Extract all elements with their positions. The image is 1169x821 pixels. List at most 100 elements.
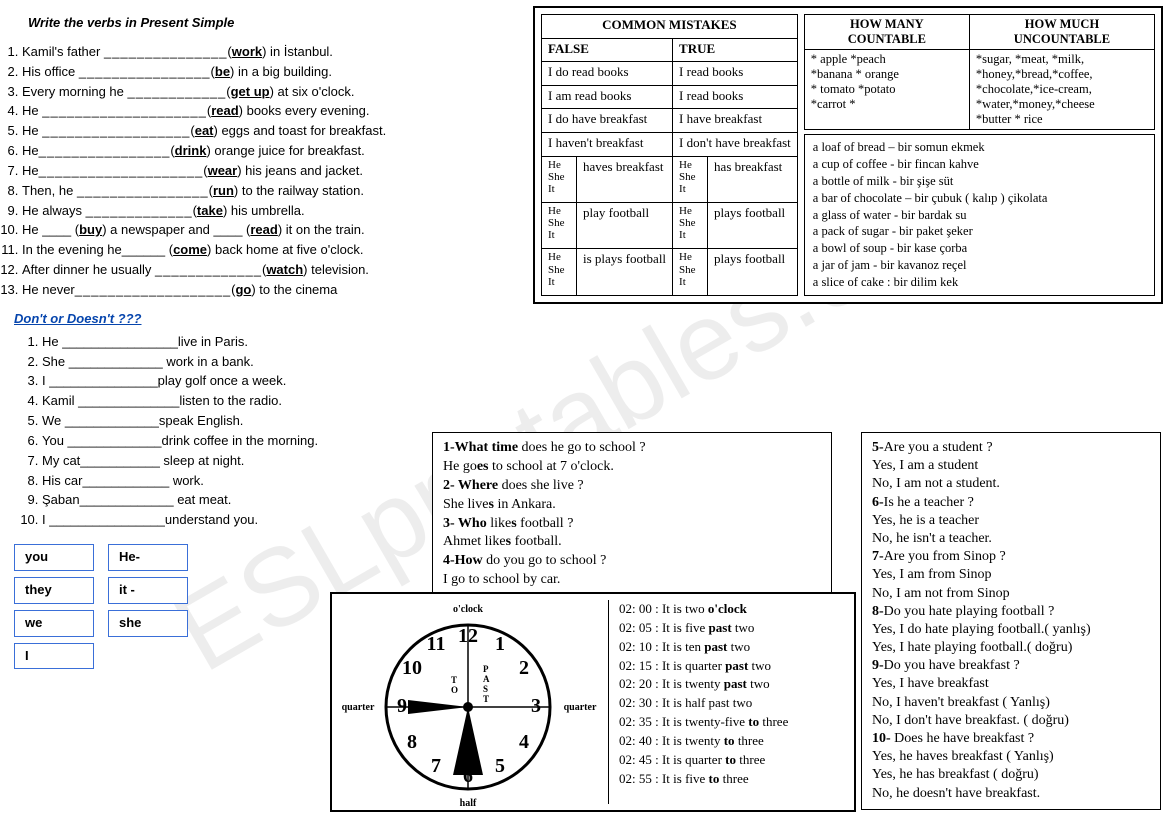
exercise-1-item: He always _____________(take) his umbrel… <box>22 202 514 221</box>
time-list: 02: 00 : It is two o'clock02: 05 : It is… <box>608 600 848 804</box>
time-line: 02: 45 : It is quarter to three <box>619 751 848 770</box>
phrase-line: a bar of chocolate – bir çubuk ( kalıp )… <box>813 190 1146 207</box>
svg-text:2: 2 <box>519 657 529 679</box>
clock-label-right: quarter <box>564 702 597 713</box>
exercise-2-item: He ________________live in Paris. <box>42 333 514 352</box>
mistakes-true-header: TRUE <box>673 38 798 62</box>
uncountable-header: HOW MUCH UNCOUNTABLE <box>969 15 1154 50</box>
exercise-1-item: His office ________________(be) in a big… <box>22 63 514 82</box>
qa-line: Ahmet likes football. <box>443 533 821 552</box>
svg-text:7: 7 <box>431 755 441 777</box>
qa-line: No, I am not from Sinop <box>872 585 1150 603</box>
exercise-1-item: He ____________________(read) books ever… <box>22 102 514 121</box>
table-row: I do have breakfastI have breakfast <box>542 109 798 133</box>
pronoun-box: I <box>14 643 94 670</box>
qa-line: No, I am not a student. <box>872 475 1150 493</box>
qa-line: She lives in Ankara. <box>443 496 821 515</box>
svg-text:1: 1 <box>495 633 505 655</box>
table-row: HeSheItplay footballHeSheItplays footbal… <box>542 203 798 249</box>
pronoun-box: they <box>14 577 94 604</box>
clock-box: o'clock quarter quarter half 1212 345 67… <box>330 592 856 812</box>
svg-text:T: T <box>483 694 489 704</box>
qa-line: Yes, he has breakfast ( doğru) <box>872 766 1150 784</box>
qa-line: Yes, he is a teacher <box>872 512 1150 530</box>
clock-label-past: P <box>483 664 489 674</box>
qa-line: No, he doesn't have breakfast. <box>872 785 1150 803</box>
svg-text:3: 3 <box>531 695 541 717</box>
svg-text:O: O <box>451 685 458 695</box>
mistakes-title: COMMON MISTAKES <box>542 15 798 39</box>
qa-box-1: 1-What time does he go to school ?He goe… <box>432 432 832 597</box>
exercise-1-item: Kamil's father _______________(work) in … <box>22 43 514 62</box>
worksheet-title: Write the verbs in Present Simple <box>28 14 514 33</box>
pronoun-box: we <box>14 610 94 637</box>
qa-line: Yes, he haves breakfast ( Yanlış) <box>872 748 1150 766</box>
phrase-line: a bottle of milk - bir şişe süt <box>813 173 1146 190</box>
countable-header: HOW MANY COUNTABLE <box>804 15 969 50</box>
phrase-line: a cup of coffee - bir fincan kahve <box>813 156 1146 173</box>
clock-label-left: quarter <box>342 702 375 713</box>
qa-line: No, I don't have breakfast. ( doğru) <box>872 712 1150 730</box>
qa-line: 10- Does he have breakfast ? <box>872 730 1150 748</box>
time-line: 02: 05 : It is five past two <box>619 619 848 638</box>
clock-label-bottom: half <box>460 798 477 809</box>
qa-line: 3- Who likes football ? <box>443 515 821 534</box>
svg-text:S: S <box>483 684 488 694</box>
qa-line: I go to school by car. <box>443 571 821 590</box>
table-row: I haven't breakfastI don't have breakfas… <box>542 132 798 156</box>
qa-line: No, I haven't breakfast ( Yanlış) <box>872 694 1150 712</box>
exercise-2-item: We _____________speak English. <box>42 412 514 431</box>
exercise-1-item: In the evening he______ (come) back home… <box>22 241 514 260</box>
pronoun-box: it - <box>108 577 188 604</box>
pronoun-box: you <box>14 544 94 571</box>
svg-text:9: 9 <box>397 695 407 717</box>
phrase-line: a bowl of soup - bir kase çorba <box>813 240 1146 257</box>
time-line: 02: 35 : It is twenty-five to three <box>619 713 848 732</box>
qa-line: 8-Do you hate playing football ? <box>872 603 1150 621</box>
qa-line: 2- Where does she live ? <box>443 477 821 496</box>
clock-label-to: T <box>451 675 457 685</box>
qa-line: 4-How do you go to school ? <box>443 552 821 571</box>
clock-label-top: o'clock <box>453 604 483 615</box>
time-line: 02: 30 : It is half past two <box>619 694 848 713</box>
table-row: I do read booksI read books <box>542 62 798 86</box>
uncountable-cell: *sugar, *meat, *milk, *honey,*bread,*cof… <box>969 50 1154 130</box>
time-line: 02: 20 : It is twenty past two <box>619 675 848 694</box>
svg-text:4: 4 <box>519 731 529 753</box>
clock-diagram: o'clock quarter quarter half 1212 345 67… <box>338 600 598 804</box>
time-line: 02: 15 : It is quarter past two <box>619 657 848 676</box>
subheading-dont-doesnt: Don't or Doesn't ??? <box>14 310 514 329</box>
exercise-2-item: She _____________ work in a bank. <box>42 353 514 372</box>
exercise-1-item: He________________(drink) orange juice f… <box>22 142 514 161</box>
exercise-2-item: Kamil ______________listen to the radio. <box>42 392 514 411</box>
qa-box-2: 5-Are you a student ?Yes, I am a student… <box>861 432 1161 810</box>
reference-box: COMMON MISTAKES FALSETRUE I do read book… <box>533 6 1163 304</box>
qa-line: 6-Is he a teacher ? <box>872 494 1150 512</box>
phrase-line: a jar of jam - bir kavanoz reçel <box>813 257 1146 274</box>
exercise-1-item: After dinner he usually _____________(wa… <box>22 261 514 280</box>
phrase-line: a loaf of bread – bir somun ekmek <box>813 139 1146 156</box>
svg-text:11: 11 <box>427 633 446 655</box>
exercise-1-item: He____________________(wear) his jeans a… <box>22 162 514 181</box>
qa-line: Yes, I have breakfast <box>872 675 1150 693</box>
exercise-1-item: He ____ (buy) a newspaper and ____ (read… <box>22 221 514 240</box>
qa-line: Yes, I do hate playing football.( yanlış… <box>872 621 1150 639</box>
phrases-box: a loaf of bread – bir somun ekmeka cup o… <box>804 134 1155 296</box>
phrase-line: a glass of water - bir bardak su <box>813 207 1146 224</box>
pronoun-box: she <box>108 610 188 637</box>
svg-text:10: 10 <box>402 657 422 679</box>
exercise-1-list: Kamil's father _______________(work) in … <box>22 43 514 300</box>
svg-text:12: 12 <box>458 625 478 647</box>
exercise-1-item: He never___________________(go) to the c… <box>22 281 514 300</box>
countable-cell: * apple *peach *banana * orange * tomato… <box>804 50 969 130</box>
qa-line: 1-What time does he go to school ? <box>443 439 821 458</box>
svg-text:5: 5 <box>495 755 505 777</box>
qa-line: 7-Are you from Sinop ? <box>872 548 1150 566</box>
exercise-2-item: I _______________play golf once a week. <box>42 372 514 391</box>
pronoun-box: He- <box>108 544 188 571</box>
time-line: 02: 10 : It is ten past two <box>619 638 848 657</box>
common-mistakes-table: COMMON MISTAKES FALSETRUE I do read book… <box>541 14 798 296</box>
svg-text:A: A <box>483 674 490 684</box>
qa-line: Yes, I am a student <box>872 457 1150 475</box>
exercise-1-item: Then, he ________________(run) to the ra… <box>22 182 514 201</box>
